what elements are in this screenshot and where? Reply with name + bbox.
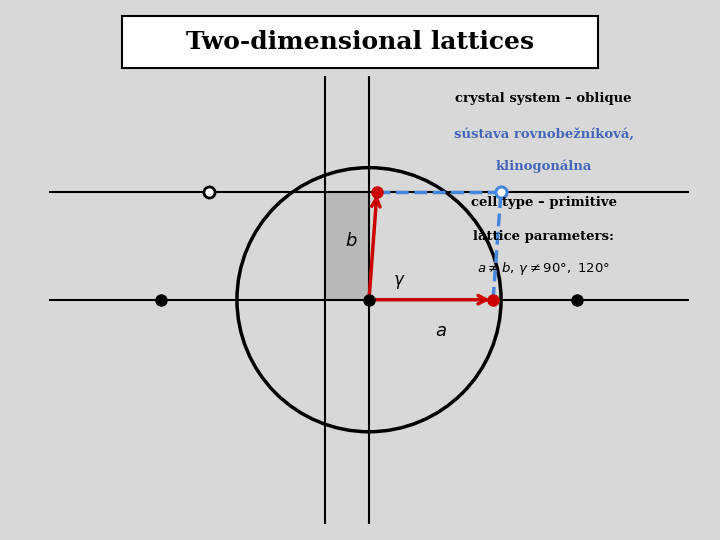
Text: klinogonálna: klinogonálna [495, 160, 592, 173]
Bar [325, 192, 369, 300]
Text: Two-dimensional lattices: Two-dimensional lattices [186, 30, 534, 54]
Text: crystal system – oblique: crystal system – oblique [455, 92, 632, 105]
Text: cell type – primitive: cell type – primitive [471, 195, 616, 208]
Text: $\gamma$: $\gamma$ [393, 273, 405, 291]
Text: $a$: $a$ [435, 322, 447, 340]
Text: sústava rovnobežníková,: sústava rovnobežníková, [454, 127, 634, 140]
Text: $b$: $b$ [345, 232, 358, 249]
Text: lattice parameters:: lattice parameters: [473, 230, 614, 242]
Text: $a \neq b,\,\gamma \neq 90°,\ 120°$: $a \neq b,\,\gamma \neq 90°,\ 120°$ [477, 260, 610, 276]
